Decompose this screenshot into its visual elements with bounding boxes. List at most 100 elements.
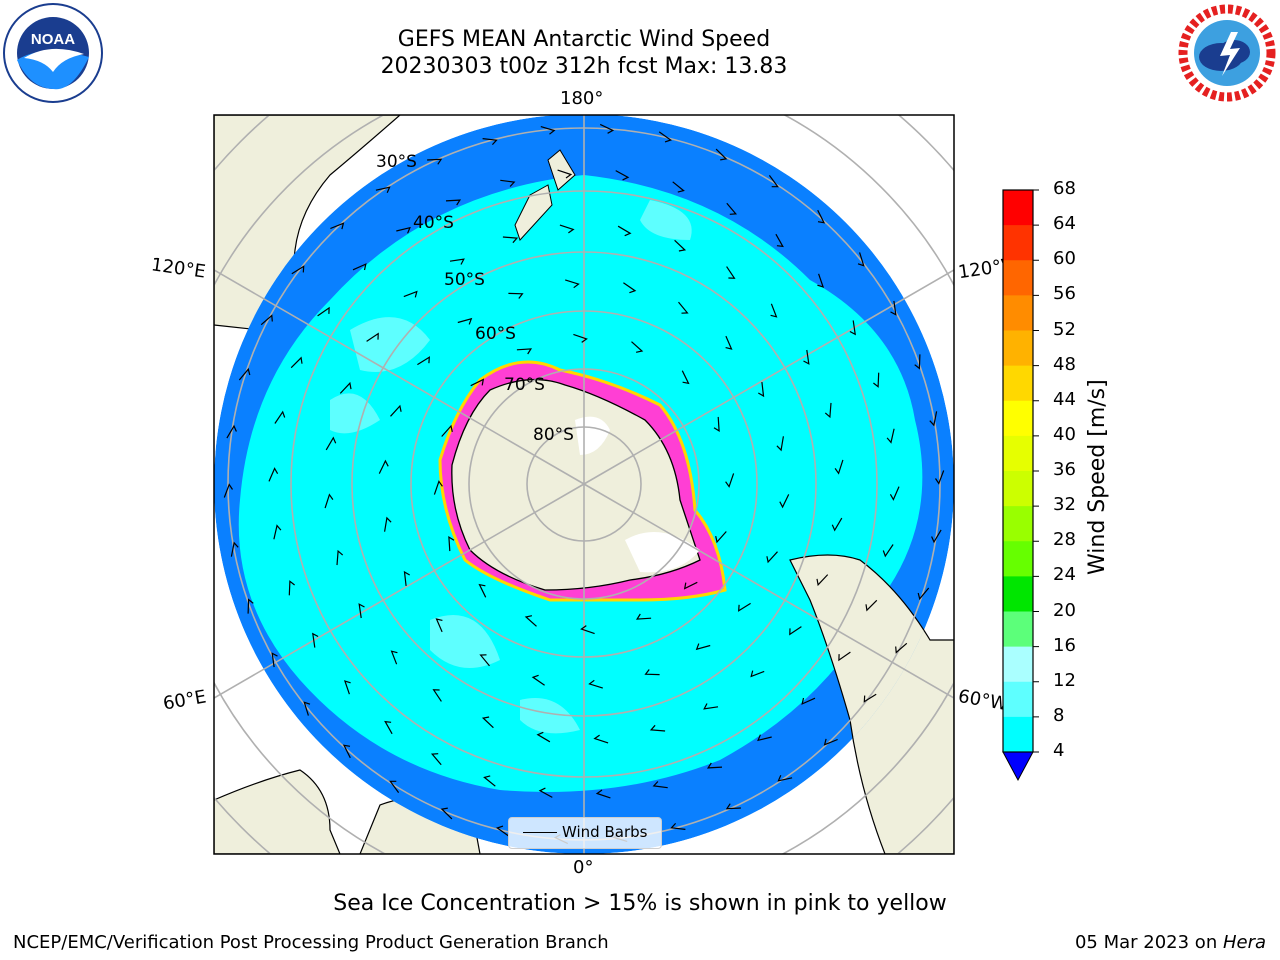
wind-barb xyxy=(889,486,900,501)
colorbar-extend-arrow xyxy=(1002,751,1034,782)
wind-barb xyxy=(674,239,687,252)
wind-barb xyxy=(268,467,279,482)
colorbar-tick-label: 52 xyxy=(1053,318,1076,340)
wind-barb xyxy=(565,279,580,289)
lon-label-180: 180° xyxy=(560,88,604,109)
wind-barb xyxy=(838,651,851,662)
wind-barb xyxy=(801,697,816,705)
credit-date: 05 Mar 2023 on Hera xyxy=(1075,932,1266,953)
wind-barb xyxy=(726,266,736,279)
graticule xyxy=(214,115,954,854)
wind-barb xyxy=(247,598,254,614)
wind-barb xyxy=(934,470,945,485)
colorbar-tick-label: 68 xyxy=(1053,178,1076,199)
wind-barb xyxy=(672,181,685,193)
wind-barb xyxy=(715,531,727,544)
wind-barb xyxy=(857,252,865,267)
colorbar-band xyxy=(1003,190,1033,226)
wind-barb xyxy=(593,734,609,744)
wind-barb xyxy=(317,306,330,317)
wind-barb xyxy=(290,356,303,369)
colorbar-band xyxy=(1003,506,1033,542)
wind-barb xyxy=(757,734,772,742)
wind-barb xyxy=(390,404,402,417)
wind-barb xyxy=(559,224,575,234)
wind-barb xyxy=(617,225,632,237)
colorbar-band xyxy=(1003,260,1033,296)
wind-barb xyxy=(375,186,391,193)
wind-barb xyxy=(738,602,751,612)
wind-barb xyxy=(288,580,295,596)
wind-barb xyxy=(483,775,496,787)
wind-barb xyxy=(223,483,234,498)
chart-subtitle: 20230303 t00z 312h fcst Max: 13.83 xyxy=(380,54,788,79)
colorbar-band xyxy=(1003,646,1033,683)
wind-barb xyxy=(834,459,844,475)
wind-barb xyxy=(770,303,778,318)
wind-barb xyxy=(396,226,411,234)
wind-barb xyxy=(330,222,345,230)
colorbar-band xyxy=(1003,681,1033,718)
wind-barb xyxy=(457,317,473,325)
wind-barb xyxy=(531,674,545,686)
wind-barb xyxy=(670,822,686,830)
legend-wind-barb-line xyxy=(523,832,557,833)
colorbar-tick-label: 64 xyxy=(1053,213,1076,235)
wind-barb xyxy=(865,599,878,612)
wind-barb xyxy=(441,424,453,437)
credit-branch: NCEP/EMC/Verification Post Processing Pr… xyxy=(13,932,609,953)
wind-barb xyxy=(403,570,410,586)
wind-barb xyxy=(683,581,698,590)
wind-barb xyxy=(678,301,689,314)
wind-barb xyxy=(573,333,588,343)
africa-land xyxy=(214,769,341,854)
colorbar-band xyxy=(1003,611,1033,648)
wind-barb xyxy=(403,290,418,298)
wind-barb xyxy=(831,517,843,532)
wind-barb xyxy=(500,179,516,187)
wind-barb xyxy=(495,825,510,837)
wind-barb xyxy=(417,356,430,366)
sea-ice-note: Sea Ice Concentration > 15% is shown in … xyxy=(333,891,947,916)
wind-barb xyxy=(886,428,895,444)
noaa-logo-text: NOAA xyxy=(31,31,75,48)
wind-barb xyxy=(725,803,741,810)
wind-barb xyxy=(445,199,462,206)
colorbar-tick-label: 24 xyxy=(1053,564,1076,586)
wind-barb xyxy=(715,148,728,161)
wind-barb xyxy=(803,349,810,365)
wind-barb xyxy=(917,587,930,601)
wind-barb xyxy=(384,516,392,532)
nws-logo xyxy=(1178,4,1276,102)
wind-barb xyxy=(303,701,311,716)
wind-barb xyxy=(816,574,829,587)
wind-barb xyxy=(482,138,498,146)
wind-barb xyxy=(623,282,637,294)
wind-barb xyxy=(502,236,519,244)
wind-barb xyxy=(342,744,351,759)
colorbar-band xyxy=(1003,435,1033,472)
colorbar-tick-label: 8 xyxy=(1053,704,1065,726)
wind-barb xyxy=(652,781,668,789)
wind-barb xyxy=(706,762,723,769)
wind-barb xyxy=(271,652,278,668)
map-legend: Wind Barbs xyxy=(508,817,662,849)
wind-barb xyxy=(508,292,524,299)
wind-barb xyxy=(775,233,784,248)
wind-barb xyxy=(595,789,611,799)
wind-barb xyxy=(863,693,877,703)
wind-barb xyxy=(352,263,367,271)
colorbar-tick-label: 56 xyxy=(1053,283,1076,305)
wind-barb xyxy=(226,424,237,439)
wind-barb xyxy=(649,724,666,732)
wind-barb xyxy=(366,332,379,342)
colorbar-band xyxy=(1003,365,1033,402)
lat-label-40s: 40°S xyxy=(413,213,454,233)
lat-label-80s: 80°S xyxy=(533,425,574,445)
colorbar-title: Wind Speed [m/s] xyxy=(1085,379,1110,575)
wind-barb xyxy=(890,300,897,316)
wind-barb xyxy=(776,436,784,452)
wind-barb xyxy=(324,493,334,509)
wind-barb xyxy=(325,436,337,451)
